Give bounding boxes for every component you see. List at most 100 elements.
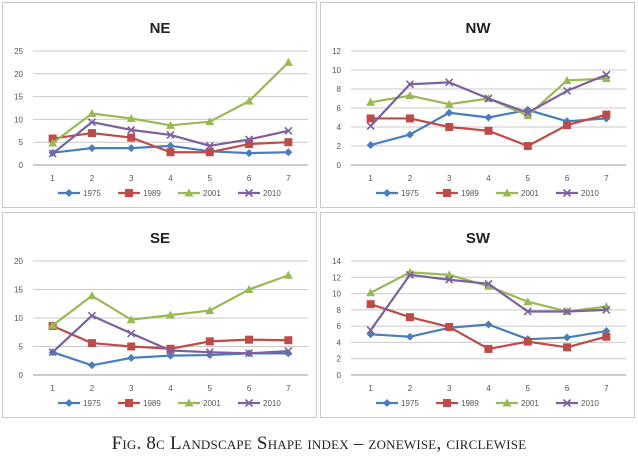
legend-marker (443, 189, 451, 197)
legend-item-1989: 1989 (118, 399, 161, 408)
series-1989 (48, 321, 293, 353)
x-tick-label: 7 (286, 384, 291, 393)
data-point (405, 267, 415, 276)
data-point (405, 91, 415, 100)
data-point (445, 275, 454, 284)
data-point (205, 348, 214, 357)
legend-item-2001: 2001 (178, 398, 221, 408)
x-tick-label: 5 (526, 384, 531, 393)
data-point (523, 108, 532, 117)
data-point (602, 305, 611, 314)
legend-marker (383, 189, 391, 197)
x-tick-label: 1 (368, 384, 373, 393)
data-point (284, 336, 293, 345)
data-point (405, 130, 414, 139)
legend-marker (65, 189, 73, 197)
data-point (405, 270, 414, 279)
x-tick-label: 1 (368, 174, 373, 183)
data-point (87, 118, 96, 127)
data-point (87, 144, 96, 153)
data-point (445, 108, 454, 117)
data-point (127, 342, 136, 351)
chart-title: SW (466, 230, 491, 247)
data-point (244, 285, 254, 293)
legend-item-1975: 1975 (376, 189, 419, 198)
chart-title: SE (150, 230, 170, 247)
data-point (366, 288, 376, 297)
y-tick-label: 8 (337, 85, 342, 94)
y-tick-label: 15 (14, 286, 23, 295)
chart-se: SE 0 5 10 15 20 1 2 3 4 5 6 7 1975 1989 2001 2010 (14, 230, 308, 408)
data-point (366, 121, 375, 131)
series-2001 (48, 57, 293, 147)
data-point (563, 343, 572, 352)
legend-item-1975: 1975 (376, 399, 419, 408)
x-tick-label: 6 (565, 174, 570, 183)
legend-label: 2010 (263, 189, 281, 198)
data-point (484, 126, 493, 135)
data-point (484, 279, 493, 288)
y-tick-label: 15 (14, 93, 23, 102)
y-tick-label: 10 (14, 115, 23, 124)
data-point (205, 351, 214, 360)
legend-item-2001: 2001 (178, 188, 221, 198)
data-point (87, 129, 96, 138)
data-point (366, 300, 375, 309)
data-point (166, 148, 175, 157)
data-point (405, 313, 414, 322)
data-point (284, 126, 293, 135)
series-2010 (366, 70, 611, 131)
data-point (205, 141, 214, 150)
legend-label: 2001 (521, 399, 539, 408)
legend-marker (244, 188, 254, 198)
data-point (563, 333, 572, 342)
y-tick-label: 4 (337, 338, 342, 347)
data-point (127, 353, 136, 362)
x-tick-label: 4 (168, 384, 173, 393)
data-point (484, 344, 493, 353)
data-point (205, 117, 215, 126)
series-2001 (366, 74, 611, 120)
legend-marker (184, 398, 194, 407)
legend-item-1989: 1989 (436, 399, 479, 408)
legend-marker (502, 398, 512, 407)
legend-label: 1989 (143, 399, 161, 408)
data-point (562, 75, 572, 84)
figure-caption: Fig. 8c Landscape Shape index – zonewise… (111, 433, 527, 454)
x-tick-label: 5 (208, 384, 213, 393)
data-point (366, 326, 375, 335)
y-tick-label: 10 (332, 66, 341, 75)
y-tick-label: 2 (337, 142, 342, 151)
x-tick-label: 1 (50, 174, 55, 183)
series-1975 (366, 320, 611, 344)
legend-label: 1975 (401, 399, 419, 408)
x-tick-label: 6 (247, 384, 252, 393)
legend-label: 1975 (401, 189, 419, 198)
series-2001 (366, 267, 611, 315)
chart-title: NE (150, 20, 171, 37)
data-point (444, 99, 454, 108)
legend-marker (443, 399, 451, 407)
data-point (127, 125, 136, 134)
data-point (602, 110, 611, 119)
y-tick-label: 5 (19, 138, 24, 147)
x-tick-label: 3 (129, 384, 134, 393)
legend-marker (383, 399, 391, 407)
x-tick-label: 6 (565, 384, 570, 393)
x-tick-label: 1 (50, 384, 55, 393)
series-1989 (366, 110, 611, 150)
y-tick-label: 10 (14, 314, 23, 323)
series-2010 (48, 118, 293, 158)
x-tick-label: 2 (90, 384, 95, 393)
data-point (284, 346, 293, 356)
x-tick-label: 3 (129, 174, 134, 183)
data-point (523, 297, 533, 306)
legend-item-2010: 2010 (556, 398, 599, 408)
legend-marker (244, 398, 254, 408)
legend-item-2010: 2010 (556, 188, 599, 198)
x-tick-label: 6 (247, 174, 252, 183)
chart-panel-nw: NW 0 2 4 6 8 10 12 1 2 3 4 5 6 7 1975 1989 2001 2010 (320, 2, 635, 208)
legend-marker (562, 398, 572, 408)
